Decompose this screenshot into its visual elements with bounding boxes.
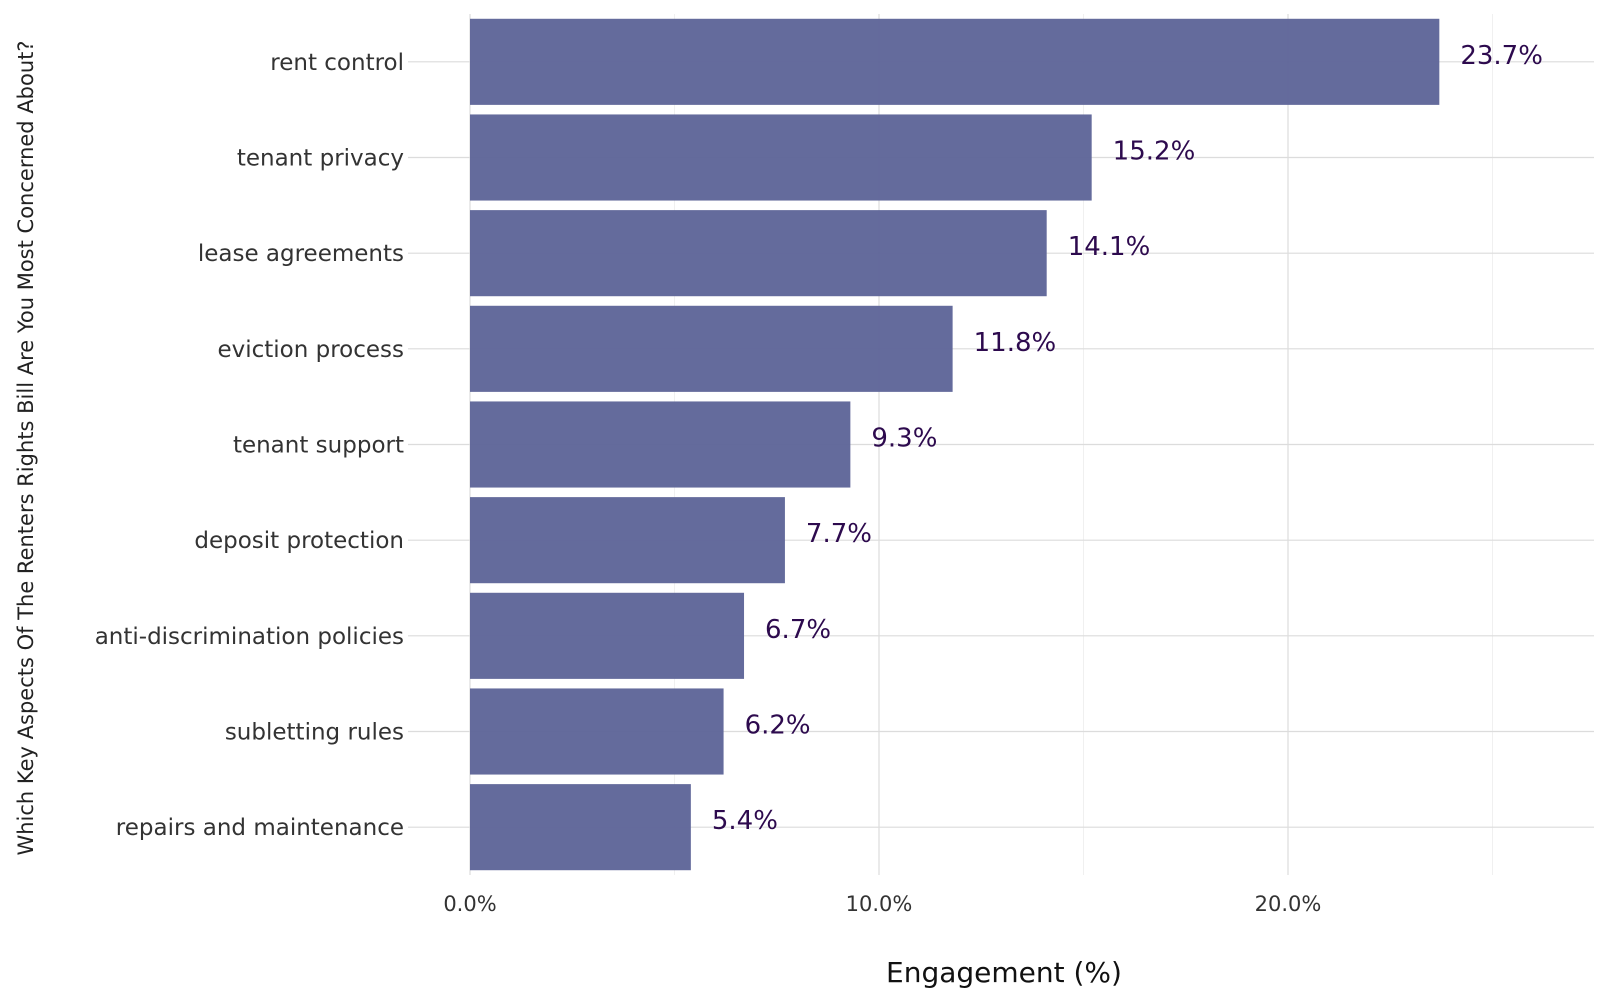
data-label: 7.7% [806, 519, 872, 549]
category-label: tenant privacy [237, 146, 404, 172]
label-layer: 0.0% 10.0% 20.0% rent control 23.7% tenant pr… [95, 41, 1543, 916]
x-axis-title: Engagement (%) [886, 956, 1122, 989]
data-label: 23.7% [1460, 41, 1543, 71]
bar [470, 497, 785, 584]
data-label: 15.2% [1113, 137, 1196, 167]
data-label: 11.8% [974, 328, 1057, 358]
bar [470, 210, 1047, 297]
category-label: tenant support [233, 433, 404, 459]
y-axis-title: Which Key Aspects Of The Renters Rights … [14, 40, 38, 855]
x-tick-label: 0.0% [443, 892, 496, 916]
data-label: 14.1% [1068, 232, 1151, 262]
x-tick-label: 20.0% [1255, 892, 1322, 916]
data-label: 9.3% [871, 424, 937, 454]
bar [470, 18, 1440, 105]
category-label: rent control [270, 50, 404, 76]
x-tick-label: 10.0% [846, 892, 913, 916]
bar [470, 401, 851, 488]
category-label: anti-discrimination policies [95, 624, 404, 650]
bar [470, 114, 1092, 201]
bar [470, 688, 724, 775]
category-label: lease agreements [198, 241, 404, 267]
bar-layer [470, 18, 1440, 871]
data-label: 6.2% [745, 711, 811, 741]
category-label: deposit protection [194, 528, 404, 554]
category-label: subletting rules [225, 720, 404, 746]
data-label: 5.4% [712, 806, 778, 836]
data-label: 6.7% [765, 615, 831, 645]
bar [470, 305, 953, 392]
category-label: eviction process [217, 337, 404, 363]
category-label: repairs and maintenance [116, 815, 404, 841]
bar [470, 592, 745, 679]
bar [470, 784, 691, 871]
